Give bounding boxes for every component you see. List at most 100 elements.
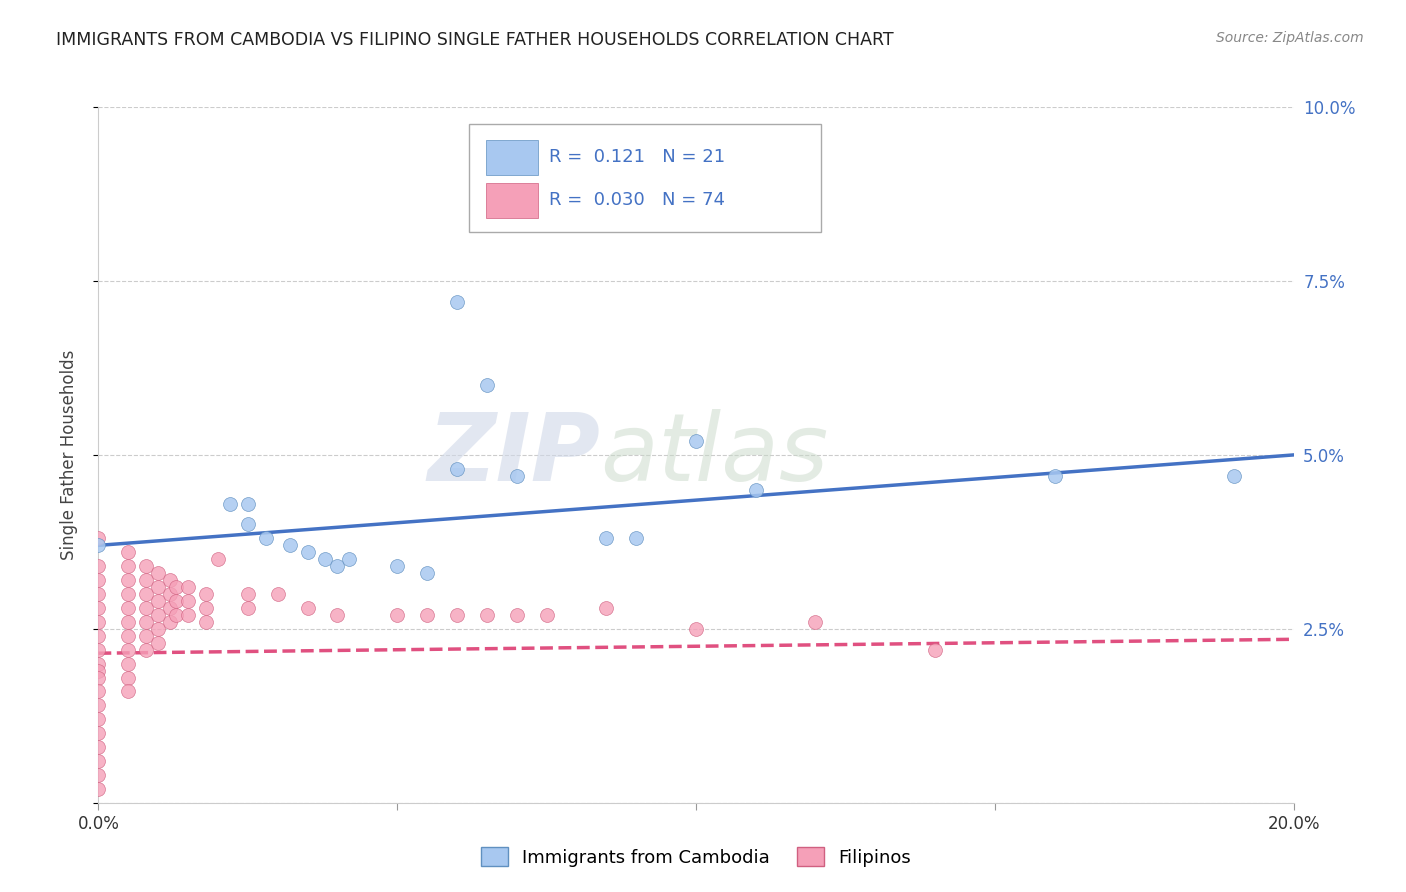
Point (87, 587, 110, 601)
Text: R =  0.121   N = 21: R = 0.121 N = 21 (548, 148, 725, 166)
Point (207, 552, 229, 566)
Point (117, 671, 139, 685)
Point (236, 517, 259, 532)
Point (117, 657, 139, 671)
Point (148, 594, 170, 608)
Text: IMMIGRANTS FROM CAMBODIA VS FILIPINO SINGLE FATHER HOUSEHOLDS CORRELATION CHART: IMMIGRANTS FROM CAMBODIA VS FILIPINO SIN… (56, 31, 894, 49)
Point (475, 378, 498, 392)
Point (685, 622, 707, 636)
Point (148, 636, 170, 650)
FancyBboxPatch shape (470, 124, 821, 232)
Point (326, 607, 349, 622)
Point (159, 601, 181, 615)
Point (148, 566, 170, 581)
Point (117, 629, 139, 643)
Point (446, 294, 468, 309)
Text: ZIP: ZIP (427, 409, 600, 501)
Point (236, 587, 259, 601)
Point (135, 629, 157, 643)
Point (87, 712, 110, 726)
Point (326, 559, 349, 574)
Point (339, 552, 360, 566)
Point (165, 594, 187, 608)
Point (87, 698, 110, 713)
Point (595, 532, 617, 546)
Point (165, 580, 187, 594)
Point (267, 587, 290, 601)
Text: R =  0.030   N = 74: R = 0.030 N = 74 (548, 191, 725, 210)
Point (924, 642, 946, 657)
Point (1223, 468, 1246, 483)
Point (87, 573, 110, 587)
Point (87, 754, 110, 768)
Point (165, 607, 187, 622)
Point (219, 497, 242, 511)
Point (87, 615, 110, 629)
Text: atlas: atlas (600, 409, 828, 500)
Point (135, 559, 157, 574)
Point (278, 538, 301, 552)
Point (117, 559, 139, 574)
Point (536, 607, 558, 622)
Point (297, 601, 319, 615)
Point (148, 580, 170, 594)
Point (87, 740, 110, 755)
Point (87, 559, 110, 574)
Point (117, 573, 139, 587)
Point (297, 545, 319, 559)
FancyBboxPatch shape (485, 183, 538, 219)
Point (177, 607, 200, 622)
Point (506, 468, 529, 483)
Point (177, 594, 200, 608)
Point (475, 607, 498, 622)
Point (87, 642, 110, 657)
Point (87, 781, 110, 796)
Point (87, 684, 110, 698)
Point (87, 664, 110, 678)
Point (745, 483, 768, 497)
Point (506, 607, 529, 622)
Point (87, 601, 110, 615)
Point (87, 629, 110, 643)
Point (87, 768, 110, 782)
Point (87, 657, 110, 671)
Point (195, 601, 218, 615)
FancyBboxPatch shape (485, 140, 538, 175)
Point (195, 615, 218, 629)
Point (117, 615, 139, 629)
Point (804, 615, 827, 629)
Point (595, 601, 617, 615)
Point (385, 559, 409, 574)
Point (475, 204, 498, 219)
Point (117, 545, 139, 559)
Point (236, 497, 259, 511)
Point (685, 434, 707, 448)
Point (626, 532, 648, 546)
Legend: Immigrants from Cambodia, Filipinos: Immigrants from Cambodia, Filipinos (474, 840, 918, 874)
Text: Source: ZipAtlas.com: Source: ZipAtlas.com (1216, 31, 1364, 45)
Point (416, 566, 439, 581)
Point (159, 615, 181, 629)
Point (385, 607, 409, 622)
Point (416, 607, 439, 622)
Point (117, 642, 139, 657)
Point (254, 532, 277, 546)
Y-axis label: Single Father Households: Single Father Households (59, 350, 77, 560)
Point (87, 532, 110, 546)
Point (87, 538, 110, 552)
Point (315, 552, 337, 566)
Point (148, 622, 170, 636)
Point (195, 587, 218, 601)
Point (135, 573, 157, 587)
Point (236, 601, 259, 615)
Point (87, 671, 110, 685)
Point (135, 601, 157, 615)
Point (177, 580, 200, 594)
Point (159, 587, 181, 601)
Point (87, 726, 110, 740)
Point (135, 642, 157, 657)
Point (117, 587, 139, 601)
Point (1043, 468, 1066, 483)
Point (446, 462, 468, 476)
Point (117, 601, 139, 615)
